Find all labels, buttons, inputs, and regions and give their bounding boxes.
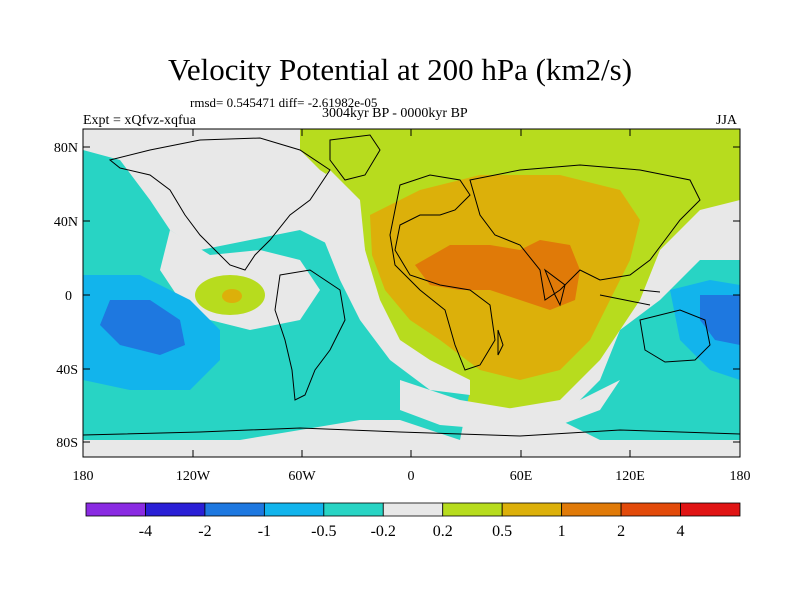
field-pos-high-east bbox=[415, 240, 580, 310]
season-label: JJA bbox=[716, 113, 738, 128]
field-pos-epacific-core bbox=[222, 289, 242, 303]
colorbar-box-6 bbox=[442, 502, 503, 517]
colorbar-box-3 bbox=[263, 502, 325, 517]
lat-ticks bbox=[83, 146, 740, 443]
colorbar-box-10 bbox=[680, 502, 741, 517]
colorbar-box-7 bbox=[501, 502, 563, 517]
lat-label-80n: 80N bbox=[54, 141, 78, 156]
colorbar-label-5: 0.2 bbox=[433, 523, 453, 540]
field-neg-high-west bbox=[100, 300, 185, 355]
colorbar-label-4: -0.2 bbox=[371, 523, 396, 540]
lon-label-180w: 180 bbox=[73, 469, 94, 484]
plot-title: Velocity Potential at 200 hPa (km2/s) bbox=[167, 52, 633, 87]
lon-label-120w: 120W bbox=[176, 469, 211, 484]
lat-label-0: 0 bbox=[65, 289, 72, 304]
colorbar-label-0: -4 bbox=[139, 523, 152, 540]
lon-label-60w: 60W bbox=[288, 469, 316, 484]
field-neutral-atlantic bbox=[300, 170, 470, 395]
colorbar-box-8 bbox=[561, 502, 622, 517]
experiment-label: Expt = xQfvz-xqfua bbox=[83, 113, 196, 128]
colorbar-box-9 bbox=[620, 502, 681, 517]
colorbar-box-1 bbox=[145, 502, 206, 517]
colorbar-label-6: 0.5 bbox=[492, 523, 512, 540]
colorbar-label-3: -0.5 bbox=[311, 523, 336, 540]
lon-label-180e: 180 bbox=[730, 469, 751, 484]
coastlines bbox=[83, 134, 740, 437]
colorbar-label-8: 2 bbox=[617, 523, 625, 540]
field-neutral-south bbox=[400, 380, 620, 430]
lon-ticks bbox=[82, 129, 741, 457]
map-fill bbox=[83, 129, 740, 457]
colorbar-label-2: -1 bbox=[258, 523, 271, 540]
lon-label-60e: 60E bbox=[510, 469, 533, 484]
colorbar-labels: -4 -2 -1 -0.5 -0.2 0.2 0.5 1 2 4 bbox=[139, 523, 685, 540]
colorbar-box-5 bbox=[382, 502, 444, 517]
colorbar-box-2 bbox=[204, 502, 265, 517]
colorbar-box-4 bbox=[323, 502, 384, 517]
colorbar-label-9: 4 bbox=[677, 523, 685, 540]
field-neg-high-east bbox=[700, 295, 740, 345]
lat-label-40s: 40S bbox=[56, 363, 78, 378]
lon-label-0: 0 bbox=[408, 469, 415, 484]
period-label: 3004kyr BP - 0000kyr BP bbox=[322, 106, 468, 121]
lat-label-40n: 40N bbox=[54, 215, 78, 230]
colorbar-boxes bbox=[85, 502, 741, 517]
lat-label-80s: 80S bbox=[56, 436, 78, 451]
lon-label-120e: 120E bbox=[615, 469, 645, 484]
colorbar-label-1: -2 bbox=[198, 523, 211, 540]
colorbar-label-7: 1 bbox=[558, 523, 566, 540]
colorbar-box-0 bbox=[85, 502, 146, 517]
stats-text: rmsd= 0.545471 diff= -2.61982e-05 bbox=[190, 95, 378, 110]
